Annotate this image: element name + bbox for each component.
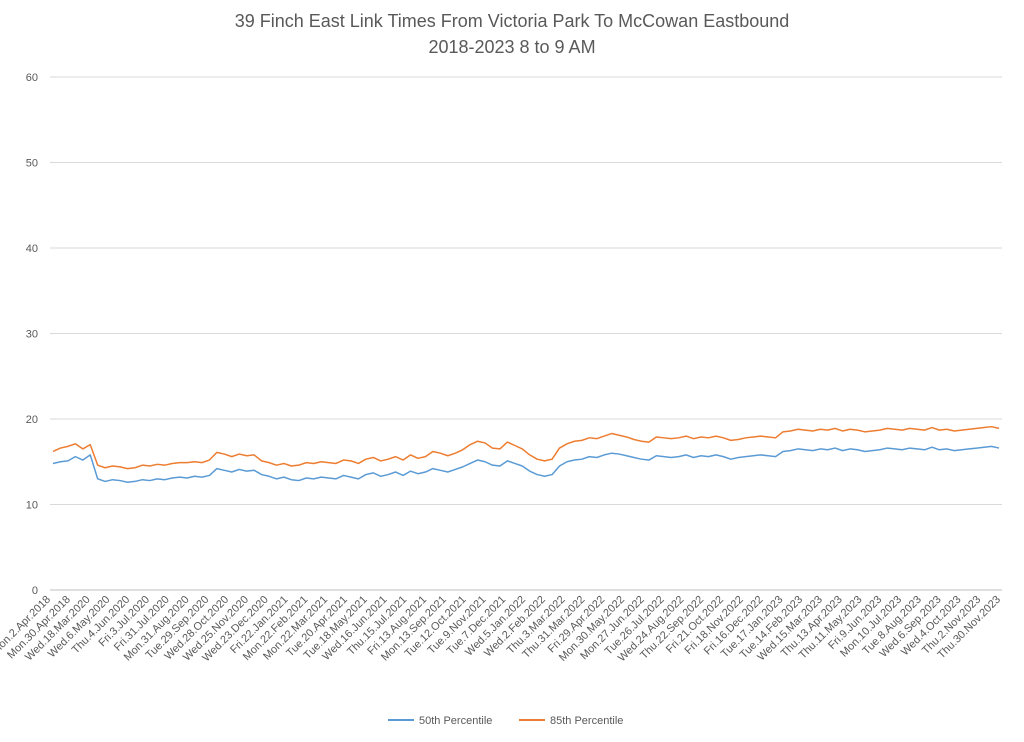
y-tick-label: 10	[26, 500, 38, 512]
chart-title-line-1: 39 Finch East Link Times From Victoria P…	[235, 11, 790, 31]
series-line-p85	[52, 425, 1000, 470]
y-axis-ticks: 0 10 20 30 40 50 60	[26, 72, 38, 597]
chart-title-line-2: 2018-2023 8 to 9 AM	[428, 37, 595, 57]
legend-label-p50: 50th Percentile	[419, 715, 492, 727]
y-tick-label: 40	[26, 243, 38, 255]
y-tick-label: 30	[26, 329, 38, 341]
y-tick-label: 50	[26, 158, 38, 170]
gridlines	[50, 76, 1002, 591]
y-tick-label: 60	[26, 72, 38, 84]
x-axis-ticks: Mon.2.Apr.2018Mon.30.Apr.2018Wed.18.Mar.…	[0, 594, 1003, 665]
series-line-p50	[52, 445, 1000, 484]
series-lines	[52, 425, 1000, 484]
legend: 50th Percentile 85th Percentile	[388, 715, 623, 727]
y-tick-label: 0	[32, 585, 38, 597]
legend-label-p85: 85th Percentile	[550, 715, 623, 727]
y-tick-label: 20	[26, 414, 38, 426]
